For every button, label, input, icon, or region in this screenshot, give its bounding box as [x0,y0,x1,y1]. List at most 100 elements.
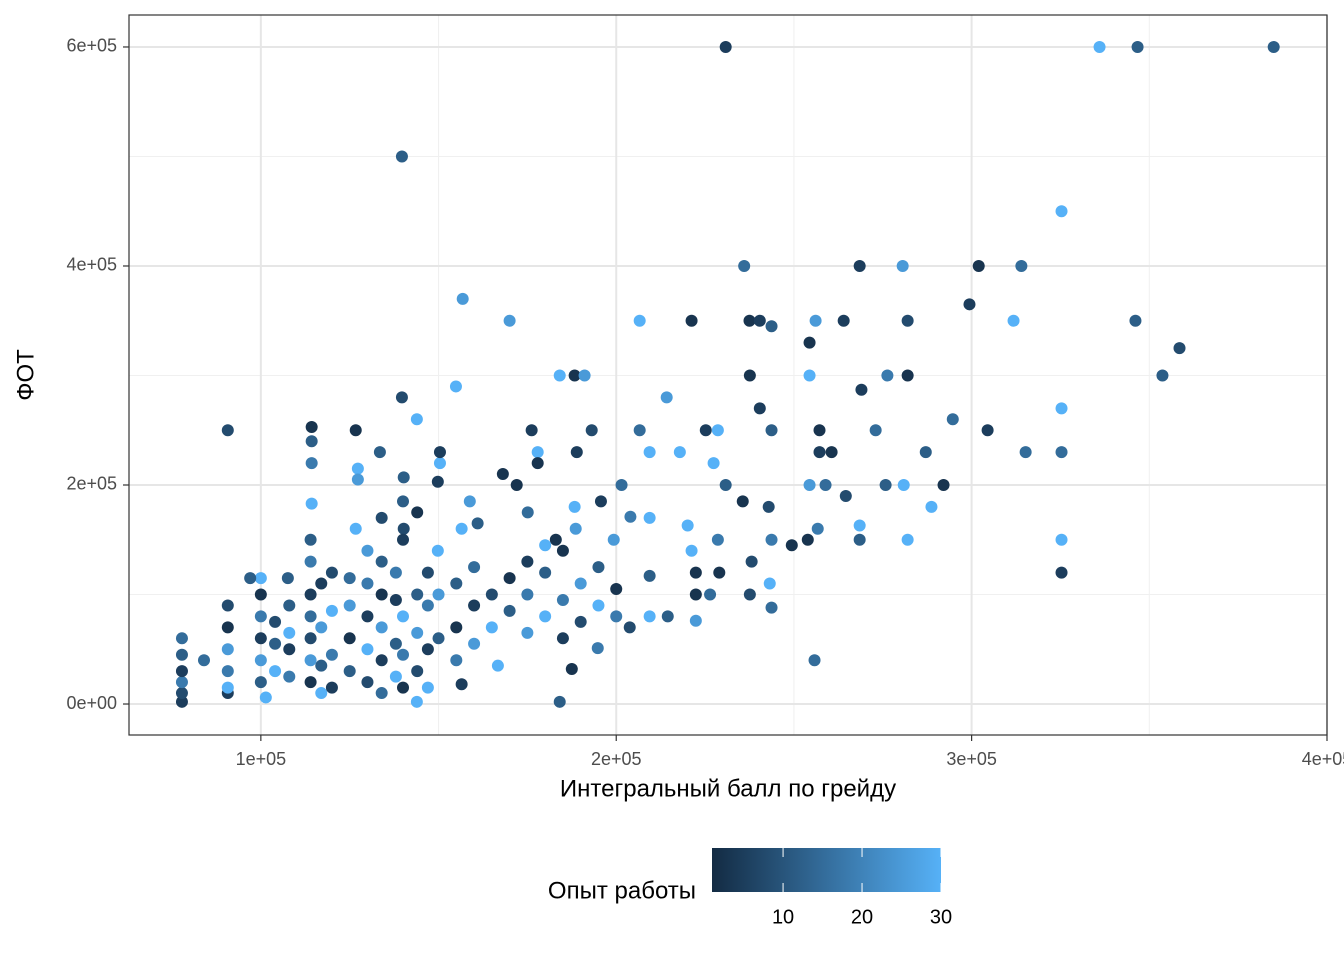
point [704,588,717,601]
point [503,604,516,617]
point [411,626,424,639]
point [221,599,234,612]
point [221,424,234,437]
point [901,314,914,327]
point [463,495,476,508]
point [304,676,317,689]
point [1173,342,1186,355]
legend-title: Опыт работы [548,877,696,904]
panel-border [128,14,1328,736]
y-tick-label: 2e+05 [66,474,117,494]
point [1055,402,1068,415]
point [681,519,694,532]
x-axis-title: Интегральный балл по грейду [560,775,896,802]
point [343,665,356,678]
point [1093,40,1106,53]
point [389,593,402,606]
point [349,522,362,535]
point [881,369,894,382]
point [624,510,637,523]
point [808,654,821,667]
point [421,566,434,579]
point [221,665,234,678]
point [578,369,591,382]
point [411,588,424,601]
point [1055,446,1068,459]
point [837,314,850,327]
point [963,298,976,311]
point [305,435,318,448]
point [803,478,816,491]
point [375,687,388,700]
point [254,632,267,645]
point [585,424,598,437]
point [839,489,852,502]
axes: 1e+05 2e+05 3e+05 4e+05 0e+00 2e+05 4e+05 6e+05 [66,36,1344,769]
point [431,475,444,488]
point [553,369,566,382]
x-tick-label: 3e+05 [946,749,997,769]
point [283,670,296,683]
point [411,665,424,678]
point [531,446,544,459]
point [946,413,959,426]
point [449,380,462,393]
point [574,615,587,628]
point [343,632,356,645]
point [410,413,423,426]
point [607,533,620,546]
point [765,601,778,614]
point [633,424,646,437]
point [259,691,272,704]
point [351,473,364,486]
point [803,369,816,382]
point [539,610,552,623]
point [765,320,778,333]
point [304,533,317,546]
point [361,544,374,557]
point [897,478,910,491]
point [389,637,402,650]
point [610,610,623,623]
legend-tick-label: 30 [930,906,952,928]
point [743,588,756,601]
point [592,599,605,612]
point [937,478,950,491]
point [981,424,994,437]
point [221,643,234,656]
point [397,495,410,508]
point [283,626,296,639]
point [503,314,516,327]
point [389,566,402,579]
legend-tick-label: 20 [851,906,873,928]
point [568,369,581,382]
point [410,695,423,708]
point [570,446,583,459]
point [643,610,656,623]
point [304,654,317,667]
point [471,517,484,530]
point [869,424,882,437]
point [753,314,766,327]
point [743,314,756,327]
point [521,555,534,568]
point [304,632,317,645]
point [432,588,445,601]
point [244,572,257,585]
point [531,457,544,470]
point [315,577,328,590]
y-axis-title: ФОТ [12,349,39,401]
point [351,462,364,475]
point [305,420,318,433]
point [753,402,766,415]
point [175,648,188,661]
point [395,150,408,163]
point [491,659,504,672]
point [468,561,481,574]
point [1007,314,1020,327]
point [813,424,826,437]
point [197,654,210,667]
point [361,643,374,656]
point [1129,314,1142,327]
point [661,610,674,623]
